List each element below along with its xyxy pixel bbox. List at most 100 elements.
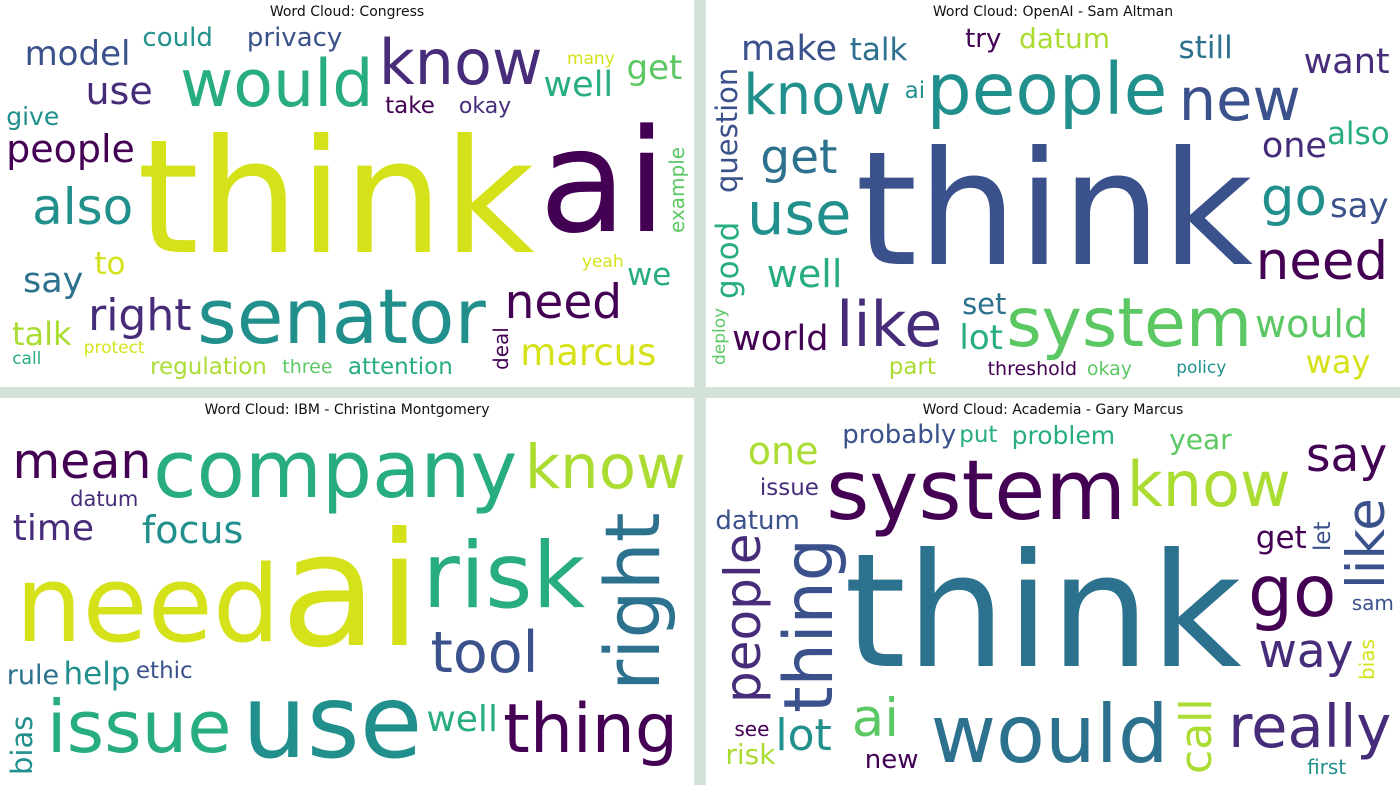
word-attention: attention: [347, 354, 453, 380]
word-take: take: [385, 92, 435, 119]
word-cloud-area: think system would go thing know really like ai p…: [712, 422, 1394, 778]
word-know: know: [524, 431, 686, 503]
word-first: first: [1307, 754, 1347, 778]
word-rule: rule: [6, 660, 60, 692]
word-like: like: [836, 287, 943, 361]
word-year: year: [1169, 422, 1232, 456]
word-threshold: threshold: [987, 358, 1078, 380]
word-well: well: [426, 698, 498, 740]
word-well: well: [543, 65, 614, 106]
word-would: would: [180, 46, 374, 122]
word-cloud-area: ai need use risk company right issue thing know t…: [6, 422, 688, 778]
word-go: go: [1247, 550, 1337, 634]
word-see: see: [734, 717, 770, 742]
chart-title: Word Cloud: IBM - Christina Montgomery: [204, 402, 490, 418]
chart-title: Word Cloud: OpenAI - Sam Altman: [932, 4, 1174, 20]
word-know: know: [743, 62, 892, 128]
word-like: like: [1336, 498, 1394, 589]
wordcloud-panel-ibm: Word Cloud: IBM - Christina Montgomery a…: [0, 398, 694, 785]
word-let: let: [1310, 521, 1337, 552]
word-way: way: [1305, 343, 1371, 380]
word-issue: issue: [46, 684, 232, 769]
word-issue: issue: [759, 474, 819, 501]
word-would: would: [1255, 302, 1369, 347]
word-bias: bias: [6, 715, 40, 776]
word-marcus: marcus: [520, 330, 657, 374]
word-use: use: [746, 178, 852, 248]
word-thing: thing: [503, 689, 679, 769]
word-make: make: [740, 28, 838, 69]
word-many: many: [566, 49, 615, 70]
word-know: know: [1126, 448, 1291, 522]
chart-title: Word Cloud: Congress: [269, 4, 425, 20]
word-sam: sam: [1351, 591, 1394, 616]
word-cloud-area: think ai senator would know also need right peop…: [6, 24, 688, 380]
word-thing: thing: [769, 538, 849, 714]
word-use: use: [85, 69, 153, 114]
word-ai: ai: [539, 97, 667, 265]
word-set: set: [962, 287, 1007, 322]
word-go: go: [1260, 167, 1327, 229]
word-try: try: [965, 24, 1002, 55]
word-mean: mean: [12, 433, 152, 491]
word-datum: datum: [70, 487, 139, 512]
word-we: we: [626, 257, 672, 294]
word-put: put: [959, 422, 998, 448]
word-say: say: [1329, 185, 1389, 226]
word-part: part: [888, 354, 936, 380]
word-probably: probably: [842, 422, 957, 451]
word-privacy: privacy: [246, 24, 343, 53]
wordcloud-panel-academia: Word Cloud: Academia - Gary Marcus think…: [706, 398, 1400, 785]
word-model: model: [24, 34, 131, 75]
word-need: need: [15, 542, 281, 666]
word-question: question: [712, 67, 744, 193]
word-problem: problem: [1011, 422, 1116, 451]
word-still: still: [1178, 29, 1233, 66]
word-okay: okay: [458, 93, 512, 119]
word-think: think: [844, 520, 1242, 705]
word-lot: lot: [775, 709, 832, 761]
word-talk: talk: [849, 31, 908, 68]
word-senator: senator: [197, 272, 486, 362]
word-bias: bias: [1355, 639, 1380, 681]
word-ai: ai: [851, 687, 899, 749]
word-ai: ai: [280, 499, 422, 683]
word-call: call: [1170, 698, 1222, 774]
word-really: really: [1228, 692, 1392, 762]
word-could: could: [142, 24, 213, 54]
word-tool: tool: [430, 620, 539, 687]
word-people: people: [926, 47, 1168, 131]
word-talk: talk: [11, 315, 72, 354]
word-right: right: [88, 290, 192, 342]
word-ai: ai: [904, 77, 926, 104]
word-say: say: [1306, 427, 1388, 483]
word-think: think: [855, 117, 1253, 302]
word-get: get: [1255, 519, 1307, 556]
word-datum: datum: [715, 505, 800, 536]
word-protect: protect: [83, 337, 145, 358]
word-ethic: ethic: [135, 658, 193, 685]
word-system: system: [1006, 284, 1253, 364]
word-regulation: regulation: [150, 353, 267, 380]
word-also: also: [1326, 115, 1390, 152]
word-good: good: [712, 221, 747, 299]
word-yeah: yeah: [581, 252, 624, 273]
word-example: example: [665, 147, 688, 234]
word-would: would: [930, 687, 1169, 778]
word-lot: lot: [959, 317, 1003, 358]
word-focus: focus: [141, 508, 244, 553]
wordcloud-panel-congress: Word Cloud: Congress think ai senator would…: [0, 0, 694, 387]
word-people: people: [6, 126, 135, 171]
word-use: use: [241, 663, 423, 778]
word-datum: datum: [1019, 24, 1110, 55]
word-new: new: [864, 745, 919, 776]
word-time: time: [12, 508, 95, 550]
word-deploy: deploy: [712, 308, 731, 366]
word-know: know: [378, 26, 543, 100]
word-to: to: [94, 245, 126, 282]
word-want: want: [1303, 42, 1390, 83]
word-need: need: [1255, 230, 1389, 292]
word-also: also: [32, 178, 134, 237]
word-right: right: [588, 512, 678, 691]
word-okay: okay: [1086, 357, 1133, 380]
